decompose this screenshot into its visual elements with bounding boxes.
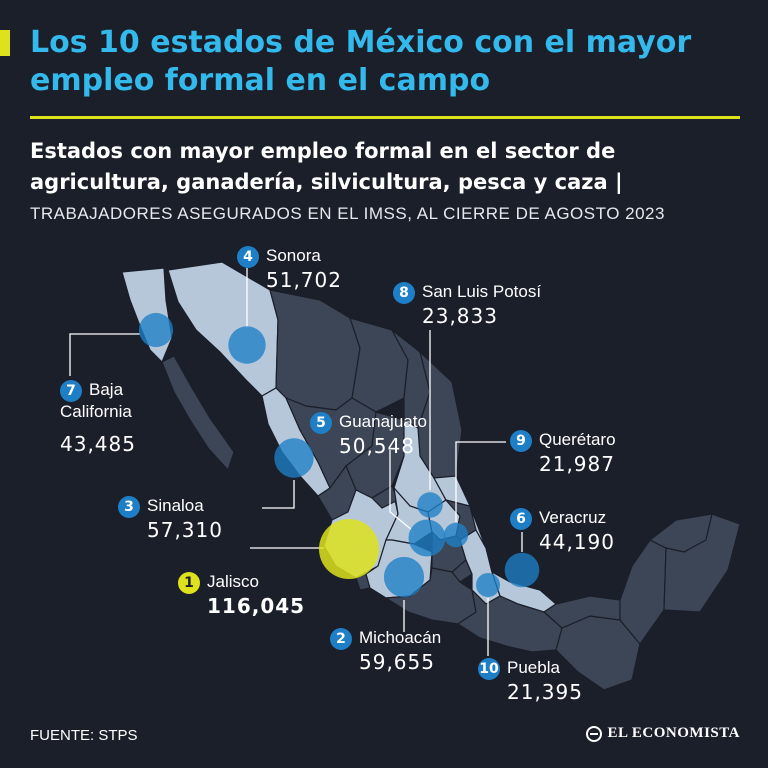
rank-badge-2: 2: [330, 628, 352, 650]
state-baja-california-sur: [161, 355, 235, 472]
bubble-7: [138, 312, 174, 348]
bubble-2: [383, 556, 425, 598]
rank-badge-8: 8: [393, 282, 415, 304]
rank-badge-7: 7: [60, 380, 82, 402]
state-value-5: 50,548: [339, 434, 415, 458]
state-name-4: Sonora: [266, 246, 321, 265]
state-value-9: 21,987: [539, 452, 615, 476]
leader-line-9: [455, 441, 506, 522]
bubble-1: [319, 519, 379, 579]
state-shapes: [121, 261, 741, 691]
chart-subtitle: Estados con mayor empleo formal en el se…: [30, 139, 623, 194]
state-name-2: Michoacán: [359, 628, 442, 647]
state-name-5: Guanajuato: [339, 412, 427, 431]
rank-badge-4: 4: [237, 246, 259, 268]
state-coahuila: [349, 317, 409, 413]
state-value-7: 43,485: [60, 432, 136, 456]
rank-badge-6: 6: [510, 508, 532, 530]
state-name-10: Puebla: [507, 658, 560, 677]
rank-badge-5: 5: [310, 412, 332, 434]
leader-line-5: [389, 450, 413, 531]
state-value-2: 59,655: [359, 650, 435, 674]
state-name-7: Baja California: [60, 380, 132, 421]
chart-note: TRABAJADORES ASEGURADOS EN EL IMSS, AL C…: [30, 204, 665, 223]
state-name-3: Sinaloa: [147, 496, 204, 515]
data-bubbles: [138, 312, 540, 598]
brand-logo: EL ECONOMISTA: [585, 725, 741, 742]
rank-badge-9: 9: [510, 430, 532, 452]
bubble-9: [443, 522, 469, 548]
bubble-3: [274, 438, 314, 478]
bubble-4: [228, 326, 266, 364]
state-value-3: 57,310: [147, 518, 223, 542]
state-value-1: 116,045: [207, 594, 306, 618]
brand-name: EL ECONOMISTA: [607, 725, 740, 741]
title-accent-bar: [0, 30, 10, 56]
state-name-6: Veracruz: [539, 508, 607, 527]
state-name-1: Jalisco: [207, 572, 259, 591]
leader-line-3: [262, 480, 295, 509]
leader-line-7: [69, 333, 140, 376]
state-value-4: 51,702: [266, 268, 342, 292]
bubble-6: [504, 552, 540, 588]
state-baja-california: [121, 267, 173, 364]
state-value-6: 44,190: [539, 530, 615, 554]
state-campeche: [619, 539, 667, 645]
source-note: FUENTE: STPS: [30, 727, 138, 744]
chart-title: Los 10 estados de México con el mayor em…: [30, 25, 692, 98]
state-quintana-roo: [663, 513, 741, 613]
state-name-8: San Luis Potosí: [422, 282, 542, 301]
bubble-5: [408, 519, 446, 557]
state-guerrero: [384, 567, 477, 625]
title-divider: [30, 116, 740, 119]
rank-badge-3: 3: [118, 496, 140, 518]
bubble-8: [417, 492, 443, 518]
state-name-9: Querétaro: [539, 430, 616, 449]
brand-mark-icon: [585, 725, 602, 742]
bubble-10: [476, 573, 500, 597]
rank-badge-10: 10: [478, 658, 500, 680]
state-value-8: 23,833: [422, 304, 498, 328]
leader-lines: [69, 268, 523, 656]
state-chihuahua: [269, 289, 361, 411]
state-value-10: 21,395: [507, 680, 583, 704]
rank-badge-1: 1: [178, 572, 200, 594]
